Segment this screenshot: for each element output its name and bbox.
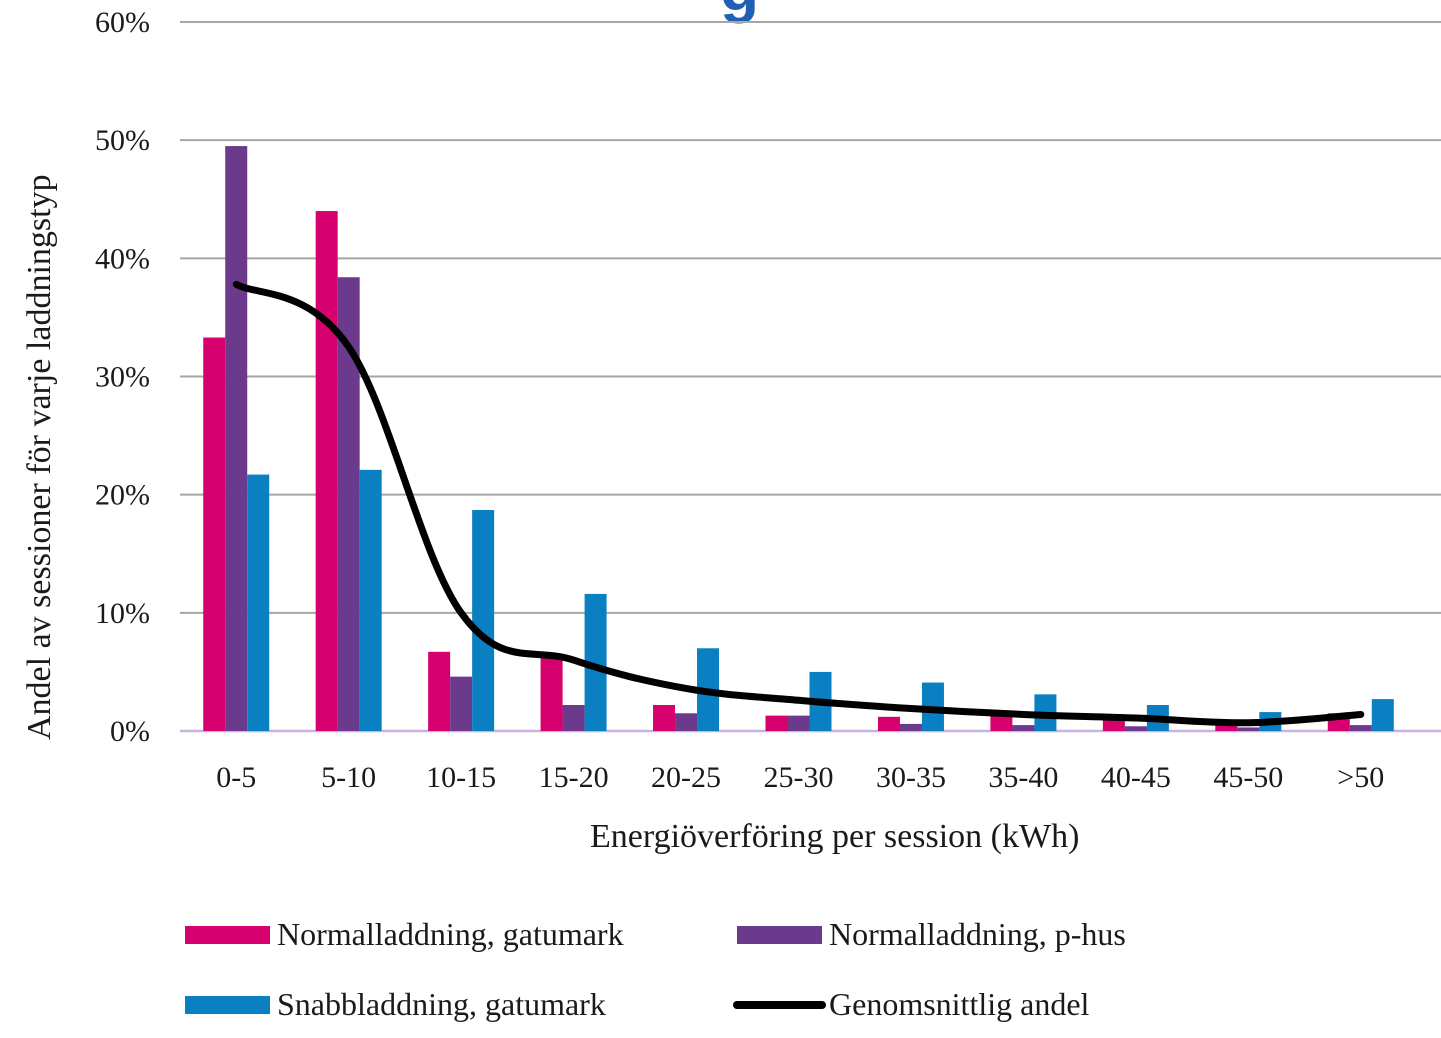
- legend-label: Genomsnittlig andel: [829, 986, 1090, 1022]
- x-tick-label: 20-25: [651, 761, 721, 794]
- y-tick-label: 40%: [95, 242, 150, 275]
- legend-item: Genomsnittlig andel: [733, 986, 1090, 1022]
- bar-normalladdning-p-hus: [899, 723, 922, 731]
- legend-item: Normalladdning, gatumark: [185, 916, 624, 952]
- bar-snabbladdning-gatumark: [584, 593, 607, 731]
- y-tick-label: 60%: [95, 6, 150, 39]
- y-tick-label: 10%: [95, 597, 150, 630]
- legend-swatch: [737, 926, 822, 944]
- x-tick-label: 5-10: [321, 761, 376, 794]
- legend: Normalladdning, gatumark Normalladdning, …: [185, 916, 1126, 1022]
- bar-normalladdning-p-hus: [675, 713, 698, 731]
- x-axis-title: Energiöverföring per session (kWh): [590, 818, 1079, 855]
- bar-group: [203, 146, 1394, 732]
- x-tick-labels: 0-5 5-10 10-15 15-20 20-25 25-30 30-35 35-40 40-…: [216, 761, 1384, 794]
- x-tick-label: 45-50: [1213, 761, 1283, 794]
- legend-label: Normalladdning, gatumark: [277, 916, 624, 952]
- x-tick-label: 40-45: [1101, 761, 1171, 794]
- y-tick-label: 50%: [95, 124, 150, 157]
- x-tick-label: 25-30: [764, 761, 834, 794]
- bar-snabbladdning-gatumark: [359, 469, 382, 731]
- bar-normalladdning-p-hus: [562, 705, 585, 731]
- bar-normalladdning-p-hus: [1012, 725, 1035, 731]
- bar-normalladdning-gatumark: [877, 716, 900, 731]
- x-tick-label: 15-20: [539, 761, 609, 794]
- bar-normalladdning-p-hus: [1349, 725, 1372, 731]
- bar-normalladdning-gatumark: [653, 705, 676, 731]
- y-tick-label: 20%: [95, 479, 150, 512]
- bar-snabbladdning-gatumark: [247, 474, 270, 731]
- y-tick-label: 0%: [110, 715, 150, 748]
- bar-normalladdning-gatumark: [203, 337, 226, 731]
- x-tick-label: >50: [1337, 761, 1384, 794]
- legend-swatch: [185, 996, 270, 1014]
- chart-title-fragment: g: [720, 0, 759, 24]
- x-tick-label: 10-15: [426, 761, 496, 794]
- bar-normalladdning-p-hus: [450, 676, 473, 731]
- bar-normalladdning-gatumark: [540, 654, 563, 731]
- bar-normalladdning-p-hus: [337, 277, 360, 731]
- bar-snabbladdning-gatumark: [1371, 699, 1394, 731]
- bar-normalladdning-gatumark: [1215, 723, 1238, 731]
- bar-normalladdning-gatumark: [990, 714, 1013, 731]
- bar-normalladdning-gatumark: [428, 651, 451, 731]
- x-tick-label: 30-35: [876, 761, 946, 794]
- y-tick-labels: 0% 10% 20% 30% 40% 50% 60%: [95, 6, 150, 748]
- bar-normalladdning-gatumark: [765, 715, 788, 731]
- x-tick-label: 0-5: [216, 761, 256, 794]
- bar-normalladdning-p-hus: [225, 146, 248, 731]
- bar-snabbladdning-gatumark: [472, 510, 495, 731]
- y-tick-label: 30%: [95, 361, 150, 394]
- bar-normalladdning-gatumark: [315, 211, 338, 732]
- x-tick-label: 35-40: [988, 761, 1058, 794]
- legend-label: Snabbladdning, gatumark: [277, 986, 606, 1022]
- legend-item: Snabbladdning, gatumark: [185, 986, 606, 1022]
- legend-item: Normalladdning, p-hus: [737, 916, 1126, 952]
- bar-normalladdning-p-hus: [787, 715, 810, 731]
- y-axis-title: Andel av sessioner för varje laddningsty…: [21, 174, 58, 740]
- bar-normalladdning-p-hus: [1124, 726, 1147, 731]
- legend-swatch: [185, 926, 270, 944]
- bar-normalladdning-gatumark: [1102, 719, 1125, 731]
- legend-label: Normalladdning, p-hus: [829, 916, 1126, 952]
- average-line-group: [232, 280, 1365, 727]
- bar-normalladdning-p-hus: [1237, 727, 1260, 731]
- average-line: [232, 280, 1365, 727]
